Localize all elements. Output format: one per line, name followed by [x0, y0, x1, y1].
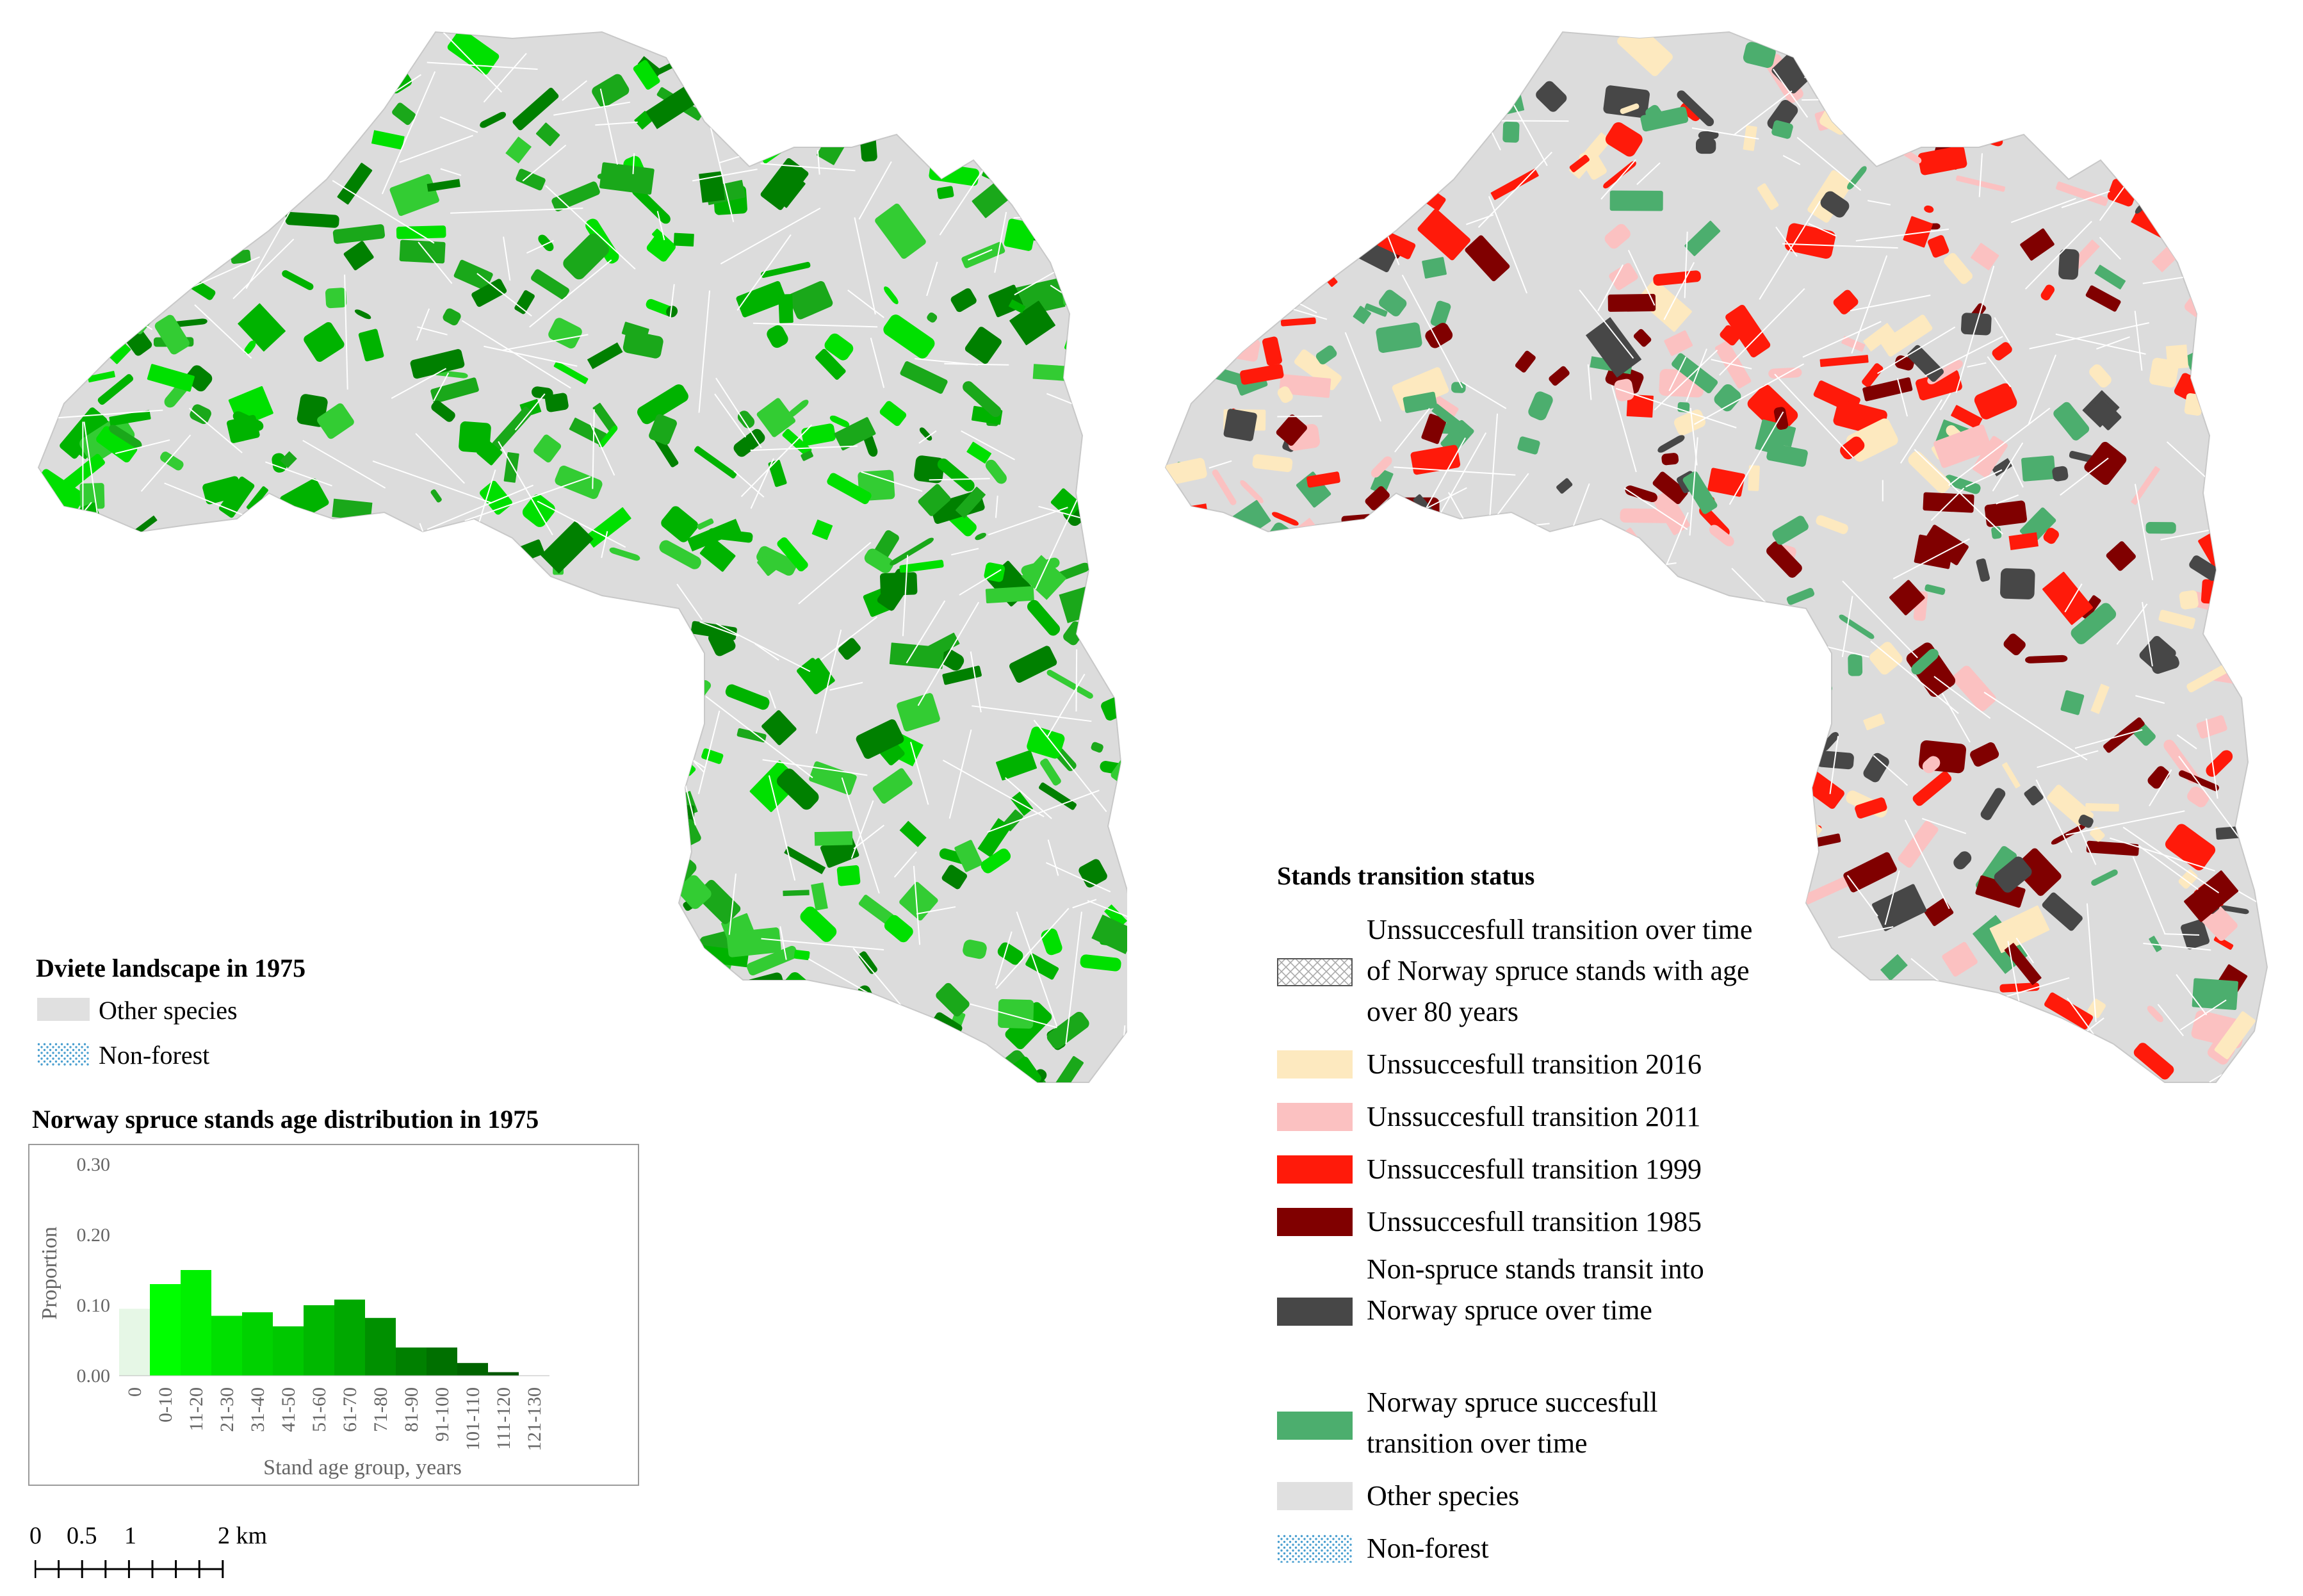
legend-label: Non-forest [1367, 1533, 1489, 1564]
histogram-bar [334, 1299, 365, 1376]
map-transition [1153, 19, 2299, 1102]
histogram-bar [365, 1317, 396, 1376]
scale-label-0-5: 0.5 [67, 1522, 97, 1549]
scale-bar: 0 0.5 1 2 km [26, 1522, 320, 1592]
swatch-2016 [1277, 1050, 1353, 1079]
legend-label: Non-spruce stands transit into Norway sp… [1367, 1253, 1704, 1326]
y-axis-label: Proportion [38, 1226, 61, 1319]
x-tick-label: 91-100 [432, 1387, 453, 1442]
legend-label: Unssuccesfull transition 2016 [1367, 1048, 1702, 1080]
histogram-bar [181, 1270, 211, 1376]
scale-label-2km: 2 km [218, 1522, 268, 1549]
scale-bar-ticks [35, 1560, 224, 1578]
y-tick-label: 0.10 [77, 1295, 111, 1316]
histogram-bar [119, 1308, 150, 1376]
histogram-bar [150, 1284, 181, 1376]
legend-item-unsuccessful-over-80: Unssuccesfull transition over time of No… [1277, 909, 1802, 1038]
swatch-other-species [37, 998, 90, 1021]
scale-label-1: 1 [124, 1522, 136, 1549]
swatch-hatched [1277, 958, 1353, 986]
legend-label: Other species [99, 996, 238, 1025]
right-legend-title: Stands transition status [1277, 861, 1535, 890]
swatch-1985 [1277, 1208, 1353, 1236]
x-tick-label: 71-80 [370, 1387, 391, 1432]
x-tick-label: 0 [124, 1387, 145, 1397]
legend-label: Norway spruce succesfull transition over… [1367, 1387, 1658, 1459]
histogram-bar [211, 1315, 242, 1376]
histogram-bar [396, 1348, 427, 1376]
histogram-bar [427, 1348, 457, 1376]
age-histogram: 0.30 0.20 0.10 0.00 Proportion 0 0-10 11-2… [28, 1144, 639, 1486]
x-tick-label: 11-20 [186, 1387, 207, 1431]
x-tick-label: 21-30 [216, 1387, 238, 1432]
x-tick-label: 81-90 [401, 1387, 422, 1432]
x-tick-label: 41-50 [278, 1387, 299, 1432]
swatch-non-spruce [1277, 1298, 1353, 1326]
y-tick-label: 0.00 [77, 1365, 111, 1387]
legend-label: Unssuccesfull transition over time of No… [1367, 914, 1753, 1027]
swatch-non-forest [37, 1043, 90, 1066]
legend-item-spruce-successful: Norway spruce succesfull transition over… [1277, 1382, 1802, 1472]
scale-label-0: 0 [29, 1522, 42, 1549]
legend-label: Unssuccesfull transition 1985 [1367, 1206, 1702, 1237]
swatch-non-forest [1277, 1535, 1353, 1563]
histogram-bars [119, 1270, 549, 1376]
histogram-bar [242, 1312, 273, 1376]
swatch-spruce-successful [1277, 1412, 1353, 1440]
x-tick-labels: 0 0-10 11-20 21-30 31-40 41-50 51-60 61-70 71-80… [124, 1387, 545, 1451]
histogram-bar [304, 1305, 334, 1376]
map-1975-canvas [37, 31, 1127, 1083]
legend-label: Unssuccesfull transition 1999 [1367, 1153, 1702, 1185]
left-legend-title: Dviete landscape in 1975 [36, 954, 306, 982]
swatch-2011 [1277, 1103, 1353, 1131]
swatch-other-species [1277, 1482, 1353, 1510]
map-transition-canvas [1164, 31, 2268, 1083]
y-tick-label: 0.30 [77, 1154, 111, 1175]
x-axis-label: Stand age group, years [263, 1456, 462, 1479]
x-tick-label: 51-60 [309, 1387, 330, 1432]
histogram-bar [457, 1363, 488, 1376]
legend-label: Other species [1367, 1480, 1520, 1511]
legend-label: Non-forest [99, 1041, 210, 1070]
histogram-title: Norway spruce stands age distribution in… [32, 1105, 539, 1134]
x-tick-label: 121-130 [524, 1387, 545, 1451]
x-tick-label: 0-10 [155, 1387, 176, 1422]
x-tick-label: 31-40 [247, 1387, 268, 1432]
y-tick-label: 0.20 [77, 1225, 111, 1246]
x-tick-label: 61-70 [339, 1387, 361, 1432]
x-tick-label: 101-110 [462, 1387, 484, 1451]
histogram-bar [273, 1326, 304, 1376]
histogram-bar [488, 1372, 519, 1376]
swatch-1999 [1277, 1155, 1353, 1184]
legend-item-non-spruce-transit: Non-spruce stands transit into Norway sp… [1277, 1249, 1802, 1377]
legend-label: Unssuccesfull transition 2011 [1367, 1101, 1701, 1132]
x-tick-label: 111-120 [493, 1387, 514, 1450]
map-1975 [26, 19, 1127, 1102]
histogram-canvas: 0.30 0.20 0.10 0.00 Proportion 0 0-10 11-2… [38, 1154, 549, 1479]
